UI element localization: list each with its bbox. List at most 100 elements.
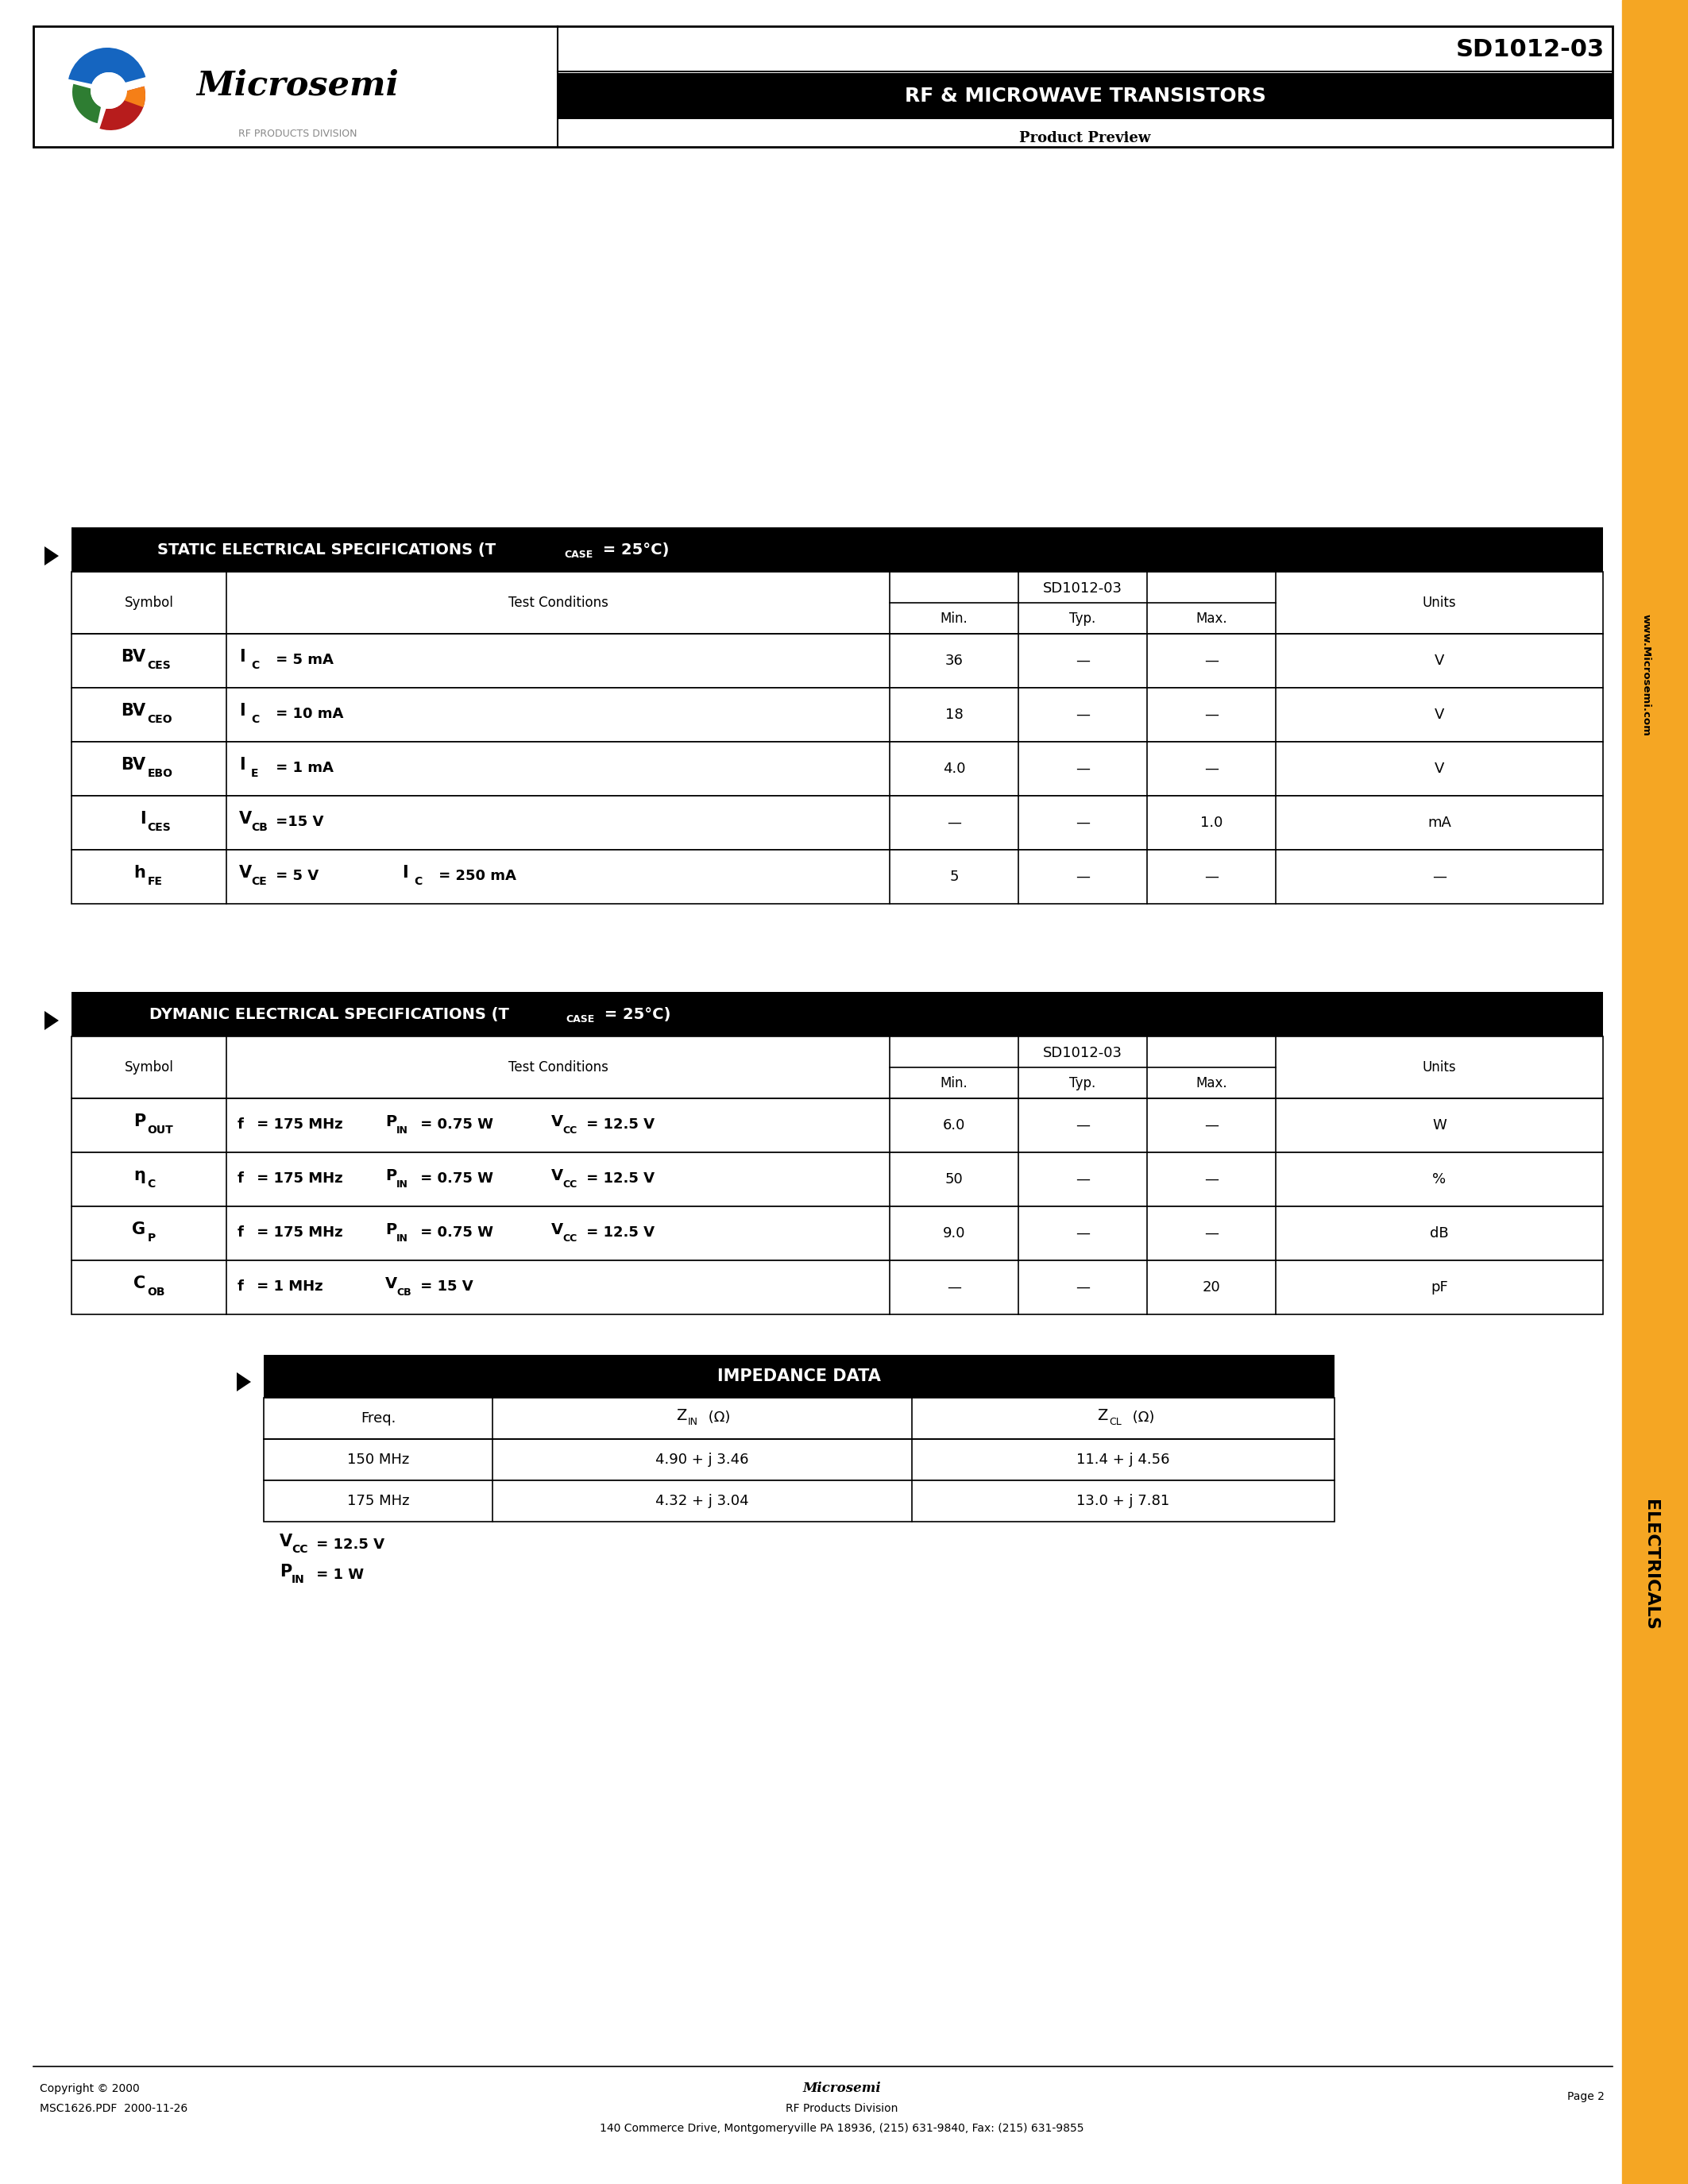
Text: STATIC ELECTRICAL SPECIFICATIONS (T: STATIC ELECTRICAL SPECIFICATIONS (T [157,542,496,557]
Bar [263,1354,1335,1398]
Text: EBO: EBO [147,769,172,780]
Text: (Ω): (Ω) [704,1411,731,1424]
Text: I: I [240,758,245,773]
Text: —: — [1204,1118,1219,1133]
Text: = 0.75 W: = 0.75 W [415,1171,493,1186]
Text: BV: BV [122,649,145,664]
Bar [71,1260,1604,1315]
Bar [71,795,1604,850]
Text: P: P [147,1232,155,1243]
Text: —: — [1431,869,1447,885]
Text: CL: CL [1109,1417,1121,1428]
Text: Test Conditions: Test Conditions [508,596,608,609]
Text: 6.0: 6.0 [942,1118,966,1133]
Text: = 1 MHz: = 1 MHz [252,1280,322,1293]
Text: = 250 mA: = 250 mA [434,869,517,882]
Text: P: P [133,1114,145,1129]
Text: 9.0: 9.0 [942,1225,966,1241]
Text: SD1012-03: SD1012-03 [1043,1046,1123,1059]
Text: =15 V: =15 V [270,815,324,830]
Text: 175 MHz: 175 MHz [348,1494,408,1509]
Bar [557,72,1612,120]
Bar [71,992,1604,1037]
Bar [71,688,1604,743]
Text: RF & MICROWAVE TRANSISTORS: RF & MICROWAVE TRANSISTORS [905,87,1266,105]
Bar [71,526,1604,572]
Bar [1622,0,1688,2184]
Text: = 15 V: = 15 V [415,1280,473,1293]
Text: = 12.5 V: = 12.5 V [581,1118,655,1131]
Text: OB: OB [147,1286,165,1297]
Text: IN: IN [292,1575,306,1586]
Text: —: — [1075,762,1090,775]
Text: I: I [240,649,245,664]
Bar [71,1037,1604,1099]
Wedge shape [100,85,145,131]
Text: (Ω): (Ω) [1128,1411,1155,1424]
Text: Min.: Min. [940,612,967,625]
Bar [263,1439,1335,1481]
Text: —: — [1075,869,1090,885]
Circle shape [91,72,127,109]
Bar [71,1153,1604,1206]
Text: = 175 MHz: = 175 MHz [252,1225,343,1241]
Text: Typ.: Typ. [1070,612,1096,625]
Text: Page 2: Page 2 [1568,2090,1605,2103]
Text: —: — [1075,815,1090,830]
Text: 11.4 + j 4.56: 11.4 + j 4.56 [1077,1452,1170,1468]
Text: V: V [1435,653,1445,668]
Text: —: — [947,1280,960,1295]
Text: = 1 W: = 1 W [311,1568,365,1581]
Bar [71,633,1604,688]
Text: = 12.5 V: = 12.5 V [581,1225,655,1241]
Text: dB: dB [1430,1225,1448,1241]
Text: V: V [240,810,252,828]
Text: —: — [1204,1173,1219,1186]
Polygon shape [236,1372,252,1391]
Text: P: P [385,1168,397,1184]
Text: = 12.5 V: = 12.5 V [311,1538,385,1553]
Circle shape [91,72,127,109]
Text: η: η [133,1168,145,1184]
Text: —: — [1075,708,1090,723]
Text: P: P [280,1564,292,1579]
Text: = 1 mA: = 1 mA [270,760,334,775]
Text: P: P [385,1114,397,1129]
Text: Microsemi: Microsemi [803,2081,881,2094]
Text: BV: BV [122,758,145,773]
Text: —: — [1075,653,1090,668]
Text: C: C [414,876,422,887]
Text: f: f [238,1225,243,1241]
Text: = 5 mA: = 5 mA [270,653,334,666]
Text: = 0.75 W: = 0.75 W [415,1118,493,1131]
Text: Units: Units [1423,1059,1457,1075]
Text: 150 MHz: 150 MHz [348,1452,408,1468]
Text: = 12.5 V: = 12.5 V [581,1171,655,1186]
Text: CC: CC [562,1234,577,1243]
Wedge shape [69,48,145,87]
Bar [71,1206,1604,1260]
Text: Test Conditions: Test Conditions [508,1059,608,1075]
Text: IN: IN [397,1125,408,1136]
Text: BV: BV [122,703,145,719]
Text: DYMANIC ELECTRICAL SPECIFICATIONS (T: DYMANIC ELECTRICAL SPECIFICATIONS (T [149,1007,510,1022]
Text: I: I [402,865,408,880]
Text: I: I [140,810,145,828]
Bar [263,1481,1335,1522]
Text: V: V [385,1275,397,1291]
Text: Symbol: Symbol [125,1059,174,1075]
Text: CC: CC [562,1125,577,1136]
Text: CASE: CASE [565,1013,594,1024]
Text: = 175 MHz: = 175 MHz [252,1118,343,1131]
Text: Min.: Min. [940,1077,967,1090]
Text: CC: CC [292,1544,307,1555]
Text: —: — [1204,1225,1219,1241]
Text: OUT: OUT [147,1125,174,1136]
Text: V: V [552,1221,564,1236]
Text: RF Products Division: RF Products Division [787,2103,898,2114]
Text: —: — [1204,869,1219,885]
Bar [263,1398,1335,1439]
Text: —: — [1204,653,1219,668]
Text: V: V [552,1114,564,1129]
Wedge shape [110,85,145,107]
